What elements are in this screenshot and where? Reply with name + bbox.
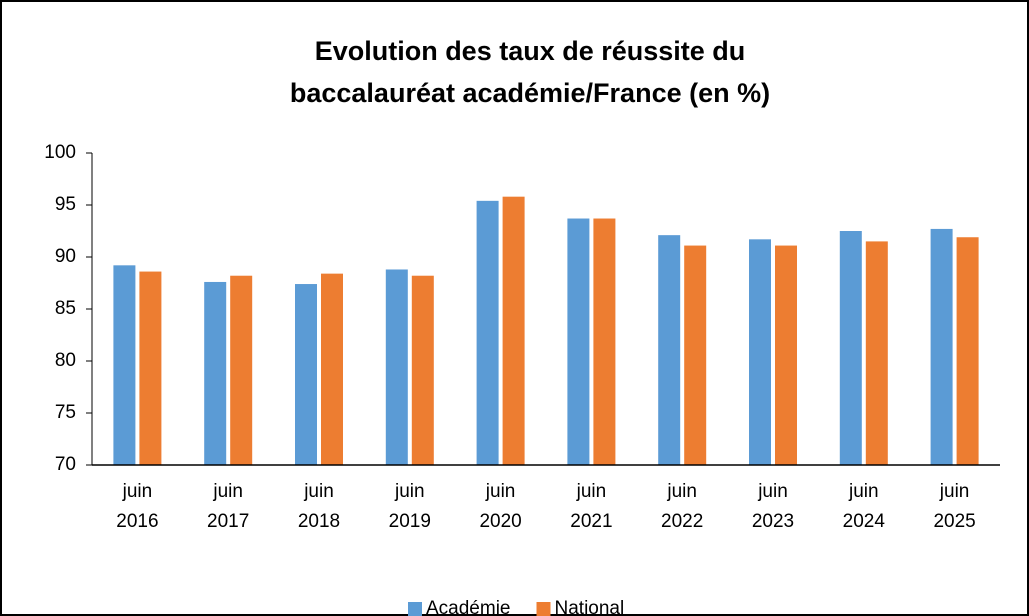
x-tick-label: juin 2025 [933, 481, 976, 532]
x-tick-label: juin 2021 [570, 481, 613, 532]
legend-label: Académie [426, 598, 511, 616]
title-box: Evolution des taux de réussite du baccal… [289, 36, 771, 108]
bar [502, 196, 525, 465]
x-tick-label: juin 2024 [842, 481, 885, 532]
y-tick-label: 100 [44, 142, 76, 163]
bar [684, 245, 707, 465]
y-tick-label: 95 [55, 194, 76, 215]
bar [865, 241, 888, 465]
chart-title: Evolution des taux de réussite du baccal… [289, 36, 771, 108]
bar [593, 218, 616, 465]
bar [567, 218, 590, 465]
bar [930, 228, 953, 465]
legend-swatch [408, 602, 422, 616]
bar [775, 245, 797, 465]
y-tick-label: 70 [55, 454, 76, 475]
y-tick-label: 75 [55, 402, 76, 423]
bar [476, 200, 499, 465]
bar [956, 237, 979, 465]
y-tick-label: 90 [55, 246, 76, 267]
y-tick-label: 85 [55, 298, 76, 319]
bar [658, 235, 681, 465]
x-tick-label: juin 2016 [116, 481, 159, 532]
y-tick-label: 80 [55, 350, 76, 371]
bar [295, 284, 317, 465]
x-tick-label: juin 2019 [388, 481, 431, 532]
x-tick-label: juin 2017 [207, 481, 250, 532]
bar [749, 239, 771, 465]
bar [411, 275, 434, 465]
x-tick-label: juin 2018 [297, 481, 341, 532]
x-tick-label: juin 2023 [751, 481, 795, 532]
bar [139, 271, 162, 465]
bar [839, 231, 862, 465]
bar [113, 265, 136, 465]
bar [321, 273, 343, 465]
bar [230, 275, 253, 465]
legend-label: National [555, 598, 625, 616]
bar [385, 269, 408, 465]
x-tick-label: juin 2022 [661, 481, 704, 532]
legend-swatch [536, 602, 551, 616]
bar [204, 281, 227, 465]
x-tick-label: juin 2020 [479, 481, 522, 532]
